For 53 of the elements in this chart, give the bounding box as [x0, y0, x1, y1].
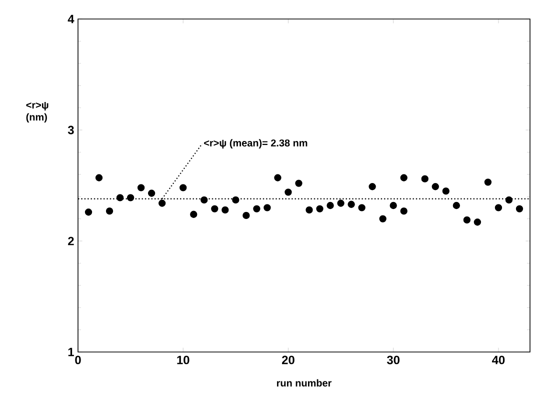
point [274, 174, 282, 182]
point [358, 204, 366, 212]
point [126, 194, 134, 202]
point [432, 183, 439, 190]
point [211, 205, 218, 212]
point [190, 210, 198, 218]
point [222, 206, 229, 214]
point [232, 196, 240, 204]
point [348, 200, 355, 208]
point [337, 200, 344, 207]
x-tick-label: 0 [75, 356, 81, 364]
y-tick-label: 2 [68, 236, 74, 246]
point [463, 216, 471, 224]
x-tick-label: 20 [282, 356, 294, 364]
point [253, 205, 260, 212]
point [158, 200, 166, 207]
point [484, 178, 492, 186]
x-tick-label: 30 [386, 356, 400, 364]
point [452, 202, 460, 210]
x-axis-title: run number [276, 379, 332, 387]
point [95, 174, 103, 182]
point [200, 196, 208, 204]
point [148, 190, 156, 197]
point [295, 180, 302, 187]
point [116, 194, 124, 202]
point [264, 204, 271, 212]
y-tick-label: 4 [68, 14, 74, 24]
point [316, 205, 324, 212]
point [180, 184, 187, 192]
point [505, 196, 513, 204]
point [284, 188, 292, 196]
x-tick-label: 40 [492, 356, 505, 364]
point [306, 206, 313, 214]
point [400, 207, 408, 215]
y-axis-title: <r>ψ (nm) [26, 102, 48, 123]
point [379, 215, 386, 222]
point [516, 205, 524, 212]
y-tick-label: 1 [68, 348, 74, 356]
point [242, 212, 250, 220]
point [390, 202, 397, 210]
point [84, 208, 92, 216]
point [442, 187, 450, 195]
point [368, 183, 376, 190]
point [106, 207, 114, 215]
point [326, 202, 334, 210]
point [137, 184, 145, 192]
x-tick-label: 10 [177, 356, 190, 364]
point [421, 175, 428, 182]
point [400, 174, 408, 182]
y-tick-label: 3 [68, 126, 74, 134]
point [474, 218, 482, 226]
point [494, 204, 502, 212]
annotation: <r>ψ (mean)= 2.38 nm [204, 139, 308, 148]
